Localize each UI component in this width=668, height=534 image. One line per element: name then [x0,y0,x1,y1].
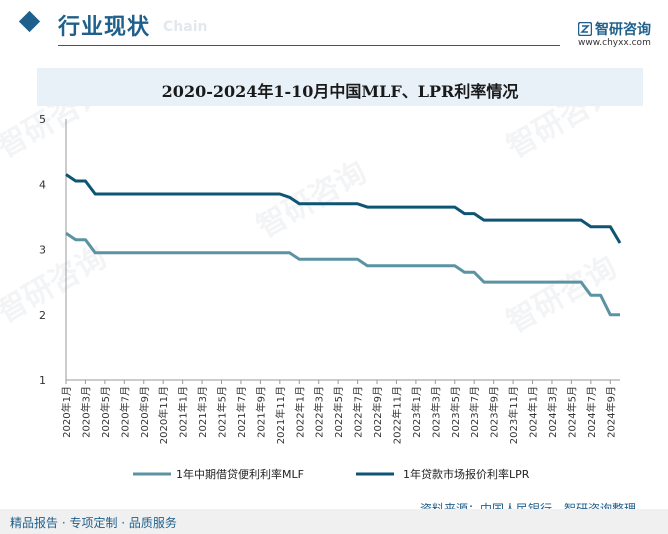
x-tick-label: 2020年7月 [118,386,131,438]
brand-logo: 智研咨询 [578,19,651,39]
x-tick-label: 2022年5月 [332,386,345,438]
x-tick-label: 2021年9月 [254,386,267,438]
series-line-mlf [65,231,620,317]
footer-tagline: 精品报告 · 专项定制 · 品质服务 [10,516,177,530]
x-tick-label: 2022年1月 [293,386,306,438]
y-tick-label: 4 [39,178,46,191]
x-tick-label: 2021年3月 [196,386,209,438]
x-tick-label: 2023年9月 [488,386,501,438]
x-tick-label: 2022年3月 [313,386,326,438]
x-tick-label: 2020年3月 [79,386,92,438]
x-tick-label: 2023年1月 [410,386,423,438]
chart-title: 2020-2024年1-10月中国MLF、LPR利率情况 [161,82,519,101]
section-title: 行业现状 [58,15,151,40]
y-tick-label: 1 [39,374,46,387]
line-chart: 1 2 3 4 5 2020年1月 2020年3月 2020年5月 2020年7月 2020年9月… [39,113,622,481]
x-tick-label: 2023年5月 [449,386,462,438]
page-header: 行业现状 Chain 智研咨询 www.chyxx.com [0,0,668,50]
x-tick-label: 2023年11月 [507,386,520,444]
x-tick-label: 2024年9月 [604,386,617,438]
x-tick-label: 2024年1月 [527,386,540,438]
series-line-lpr [65,173,622,244]
x-tick-label: 2022年11月 [390,386,403,444]
header-divider [58,45,560,46]
y-tick-label: 3 [39,244,46,257]
x-tick-label: 2023年3月 [429,386,442,438]
y-tick-label: 2 [39,309,46,322]
x-tick-label: 2021年5月 [216,386,229,438]
brand-logo-icon [578,22,592,36]
legend-label-mlf: 1年中期借贷便利利率MLF [176,467,304,481]
x-tick-label: 2020年5月 [99,386,112,438]
x-tick-label: 2022年9月 [371,386,384,438]
x-tick-label: 2020年1月 [60,386,73,438]
x-tick-label: 2022年7月 [352,386,365,438]
x-tick-label: 2021年7月 [235,386,248,438]
x-tick-label: 2020年9月 [138,386,151,438]
x-tick-label: 2024年5月 [565,386,578,438]
brand-name: 智研咨询 [595,22,651,38]
x-tick-label: 2023年7月 [468,386,481,438]
page-footer: 精品报告 · 专项定制 · 品质服务 [0,509,668,534]
x-tick-label: 2020年11月 [157,386,170,444]
x-tick-label: 2021年11月 [274,386,287,444]
y-tick-label: 5 [39,113,46,126]
brand-url: www.chyxx.com [578,38,651,48]
chart-title-bar: 2020-2024年1-10月中国MLF、LPR利率情况 [37,68,643,106]
legend-label-lpr: 1年贷款市场报价利率LPR [403,467,530,481]
x-tick-label: 2024年7月 [585,386,598,438]
x-tick-label: 2021年1月 [177,386,190,438]
x-tick-label: 2024年3月 [546,386,559,438]
section-subtitle: Chain [163,19,208,35]
